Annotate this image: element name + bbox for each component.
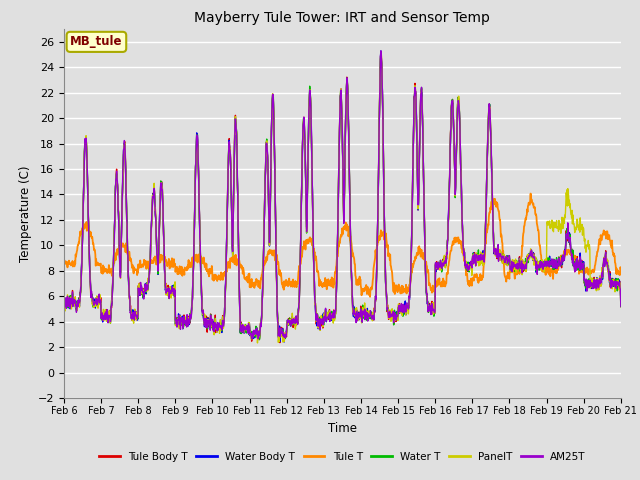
Tule T — [527, 191, 534, 196]
AM25T — [429, 306, 437, 312]
Tule Body T — [170, 291, 178, 297]
Tule T — [60, 259, 68, 264]
PanelT — [552, 220, 559, 226]
Water T — [377, 51, 385, 57]
PanelT — [170, 293, 178, 299]
Tule Body T — [502, 254, 510, 260]
Water T — [60, 297, 68, 302]
Tule Body T — [429, 305, 437, 311]
Water Body T — [246, 333, 254, 338]
Tule T — [246, 280, 254, 286]
X-axis label: Time: Time — [328, 421, 357, 434]
Tule Body T — [276, 340, 284, 346]
Water Body T — [280, 339, 288, 345]
PanelT — [429, 300, 437, 306]
Title: Mayberry Tule Tower: IRT and Sensor Temp: Mayberry Tule Tower: IRT and Sensor Temp — [195, 11, 490, 25]
Tule T — [170, 261, 178, 267]
Tule Body T — [378, 51, 385, 57]
PanelT — [502, 254, 510, 260]
Tule T — [617, 267, 625, 273]
Water Body T — [502, 258, 510, 264]
Water T — [255, 337, 263, 343]
Line: Tule T: Tule T — [64, 193, 621, 297]
Tule Body T — [246, 331, 254, 337]
Water Body T — [429, 302, 437, 308]
Tule Body T — [184, 317, 191, 323]
AM25T — [502, 253, 510, 259]
AM25T — [170, 291, 178, 297]
Water T — [184, 322, 191, 327]
Tule Body T — [617, 304, 625, 310]
Line: Tule Body T: Tule Body T — [64, 54, 621, 343]
Line: PanelT: PanelT — [64, 53, 621, 343]
Tule T — [502, 277, 509, 283]
Water T — [170, 293, 178, 299]
AM25T — [377, 48, 385, 54]
AM25T — [60, 300, 68, 305]
Water Body T — [60, 303, 68, 309]
PanelT — [377, 50, 385, 56]
PanelT — [253, 340, 261, 346]
Water Body T — [552, 262, 559, 268]
Line: Water T: Water T — [64, 54, 621, 340]
Water Body T — [377, 48, 385, 54]
PanelT — [60, 300, 68, 306]
AM25T — [246, 330, 254, 336]
Text: MB_tule: MB_tule — [70, 36, 123, 48]
AM25T — [255, 336, 262, 342]
Water T — [429, 305, 437, 311]
Legend: Tule Body T, Water Body T, Tule T, Water T, PanelT, AM25T: Tule Body T, Water Body T, Tule T, Water… — [95, 448, 590, 466]
Water Body T — [184, 324, 191, 329]
Water Body T — [170, 290, 178, 296]
Y-axis label: Temperature (C): Temperature (C) — [19, 165, 32, 262]
Tule T — [366, 294, 374, 300]
Tule T — [184, 263, 191, 268]
Tule T — [429, 286, 437, 292]
PanelT — [184, 315, 191, 321]
Water T — [246, 328, 254, 334]
AM25T — [552, 257, 559, 263]
AM25T — [184, 323, 191, 329]
Tule Body T — [552, 258, 559, 264]
Tule Body T — [60, 300, 68, 306]
Water T — [552, 261, 559, 266]
AM25T — [617, 303, 625, 309]
Line: Water Body T: Water Body T — [64, 51, 621, 342]
Water T — [617, 304, 625, 310]
Water T — [502, 259, 510, 264]
Line: AM25T: AM25T — [64, 51, 621, 339]
Tule T — [552, 268, 559, 274]
PanelT — [246, 329, 254, 335]
Water Body T — [617, 299, 625, 305]
PanelT — [617, 298, 625, 303]
